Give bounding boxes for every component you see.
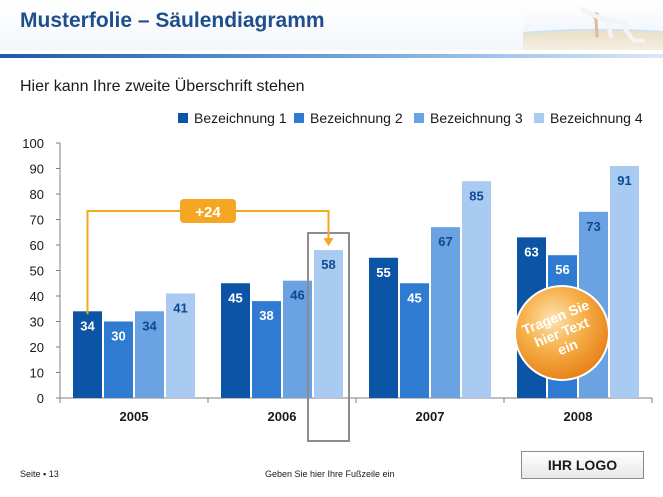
x-tick-label: 2008 <box>564 409 593 424</box>
x-tick-label: 2005 <box>120 409 149 424</box>
annotation-label-box <box>180 199 236 223</box>
data-label: 56 <box>555 262 569 277</box>
data-label: 91 <box>617 173 631 188</box>
annotation-label: +24 <box>195 204 221 221</box>
y-tick-label: 50 <box>30 264 44 279</box>
data-label: 67 <box>438 234 452 249</box>
annotation-arrow <box>323 238 334 247</box>
legend-label-4: Bezeichnung 4 <box>550 110 643 126</box>
data-label: 34 <box>142 318 157 333</box>
slide-subtitle: Hier kann Ihre zweite Überschrift stehen <box>20 78 305 95</box>
bar <box>252 301 281 398</box>
y-tick-label: 40 <box>30 289 44 304</box>
bar <box>462 181 491 398</box>
y-tick-label: 70 <box>30 213 44 228</box>
y-tick-label: 0 <box>37 391 44 406</box>
beach-yoga-photo <box>523 0 663 50</box>
bar <box>431 227 460 398</box>
data-label: 30 <box>111 329 125 344</box>
data-label: 63 <box>524 244 538 259</box>
y-tick-label: 80 <box>30 187 44 202</box>
bar <box>104 321 133 398</box>
bar <box>135 311 164 398</box>
chart-legend: Bezeichnung 1 Bezeichnung 2 Bezeichnung … <box>0 110 663 128</box>
bar <box>166 293 195 398</box>
bar <box>221 283 250 398</box>
bar <box>369 257 398 398</box>
legend-swatch-2 <box>294 113 304 123</box>
y-tick-label: 20 <box>30 340 44 355</box>
data-label: 85 <box>469 188 483 203</box>
logo-placeholder: IHR LOGO <box>521 451 644 479</box>
data-label: 41 <box>173 300 187 315</box>
y-tick-label: 60 <box>30 238 44 253</box>
data-label: 45 <box>407 290 421 305</box>
legend-label-3: Bezeichnung 3 <box>430 110 523 126</box>
y-tick-label: 90 <box>30 162 44 177</box>
slide-header: Musterfolie – Säulendiagramm <box>0 0 663 50</box>
legend-item-3: Bezeichnung 3 <box>414 110 523 126</box>
x-tick-label: 2006 <box>268 409 297 424</box>
legend-item-4: Bezeichnung 4 <box>534 110 643 126</box>
data-label: 55 <box>376 265 390 280</box>
bar <box>73 311 102 398</box>
data-label: 38 <box>259 308 273 323</box>
footer-text: Geben Sie hier Ihre Fußzeile ein <box>265 469 395 479</box>
page-number: Seite ▪ 13 <box>20 469 59 479</box>
legend-swatch-1 <box>178 113 188 123</box>
y-tick-label: 10 <box>30 366 44 381</box>
data-label: 45 <box>228 290 242 305</box>
header-divider <box>0 54 663 58</box>
legend-label-2: Bezeichnung 2 <box>310 110 403 126</box>
legend-label-1: Bezeichnung 1 <box>194 110 287 126</box>
legend-item-1: Bezeichnung 1 <box>178 110 287 126</box>
bar <box>400 283 429 398</box>
slide-title: Musterfolie – Säulendiagramm <box>20 9 325 32</box>
data-label: 58 <box>321 257 335 272</box>
data-label: 46 <box>290 288 304 303</box>
y-tick-label: 30 <box>30 315 44 330</box>
legend-item-2: Bezeichnung 2 <box>294 110 403 126</box>
bar <box>314 250 343 398</box>
legend-swatch-3 <box>414 113 424 123</box>
bar <box>610 165 639 398</box>
callout-badge-line: ein <box>555 336 580 358</box>
data-label: 34 <box>80 318 95 333</box>
data-label: 73 <box>586 219 600 234</box>
legend-swatch-4 <box>534 113 544 123</box>
y-tick-label: 100 <box>22 136 44 151</box>
x-tick-label: 2007 <box>416 409 445 424</box>
callout-badge <box>514 285 610 381</box>
